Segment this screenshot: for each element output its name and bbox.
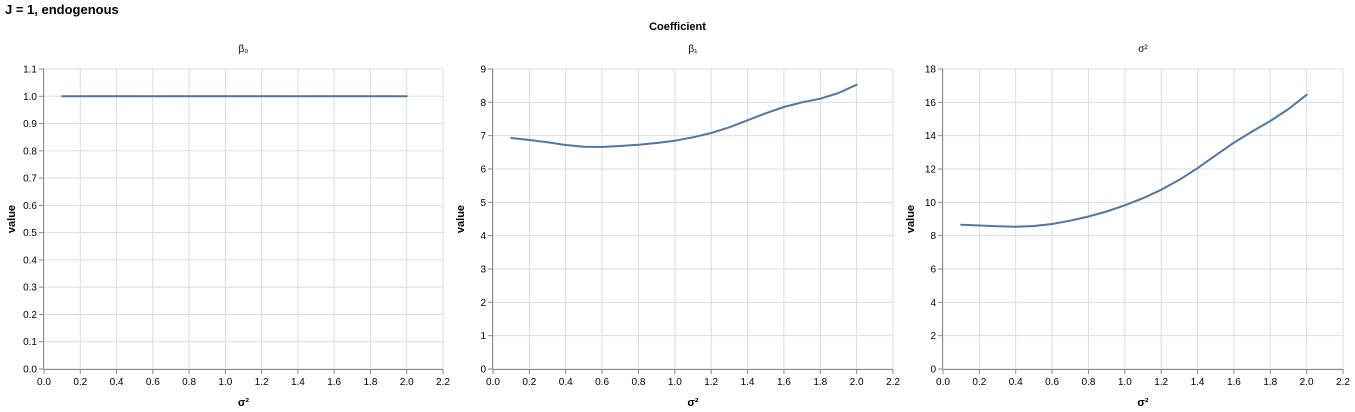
y-axis-title-2: value [905,205,917,233]
y-tick-label-2-7: 14 [925,131,937,142]
x-tick-label-1-0: 0.0 [486,377,500,388]
x-tick-label-2-0: 0.0 [936,377,950,388]
x-tick-label-0-4: 0.8 [182,377,196,388]
x-tick-label-0-10: 2.0 [400,377,414,388]
y-tick-label-0-3: 0.3 [23,283,37,294]
y-tick-label-1-2: 2 [480,298,486,309]
y-tick-label-1-4: 4 [480,231,486,242]
x-tick-label-0-1: 0.2 [73,377,87,388]
x-tick-label-2-11: 2.2 [1336,377,1350,388]
y-tick-label-1-7: 7 [480,131,486,142]
x-tick-label-2-7: 1.4 [1191,377,1205,388]
x-tick-label-0-5: 1.0 [218,377,232,388]
y-tick-label-0-6: 0.6 [23,201,37,212]
y-tick-label-0-1: 0.1 [23,337,37,348]
y-tick-label-2-3: 6 [930,265,936,276]
x-tick-label-0-8: 1.6 [327,377,341,388]
x-tick-label-1-2: 0.4 [559,377,573,388]
x-tick-label-0-2: 0.4 [110,377,124,388]
y-tick-label-1-6: 6 [480,165,486,176]
panel-title-1: β₁ [688,44,698,55]
y-tick-label-2-6: 12 [925,165,937,176]
y-tick-label-2-9: 18 [925,65,937,76]
x-tick-label-1-11: 2.2 [886,377,900,388]
x-axis-title-2: σ² [1137,397,1149,409]
y-tick-label-2-8: 16 [925,98,937,109]
y-tick-label-0-7: 0.7 [23,174,37,185]
y-tick-label-1-8: 8 [480,98,486,109]
x-tick-label-1-5: 1.0 [668,377,682,388]
y-axis-title-0: value [6,205,18,233]
x-tick-label-2-5: 1.0 [1118,377,1132,388]
x-tick-label-2-3: 0.6 [1045,377,1059,388]
y-tick-label-2-4: 8 [930,231,936,242]
y-tick-label-0-2: 0.2 [23,310,37,321]
x-tick-label-0-6: 1.2 [255,377,269,388]
x-tick-label-1-4: 0.8 [632,377,646,388]
x-tick-label-2-8: 1.6 [1227,377,1241,388]
y-tick-label-1-9: 9 [480,65,486,76]
panel-title-0: β₀ [239,44,249,55]
x-tick-label-1-8: 1.6 [777,377,791,388]
x-tick-label-2-6: 1.2 [1154,377,1168,388]
panel-title-2: σ² [1138,44,1148,55]
y-tick-label-0-11: 1.1 [23,65,37,76]
x-tick-label-1-9: 1.8 [813,377,827,388]
x-tick-label-0-7: 1.4 [291,377,305,388]
x-tick-label-1-6: 1.2 [704,377,718,388]
x-tick-label-1-7: 1.4 [741,377,755,388]
x-tick-label-0-3: 0.6 [146,377,160,388]
y-tick-label-1-0: 0 [480,365,486,376]
series-line-2-0 [960,93,1308,228]
y-tick-label-1-3: 3 [480,265,486,276]
x-tick-label-2-10: 2.0 [1300,377,1314,388]
x-tick-label-0-9: 1.8 [364,377,378,388]
facet-title: Coefficient [649,21,706,33]
x-axis-title-0: σ² [238,397,250,409]
series-line-1-0 [510,83,858,148]
page-title: J = 1, endogenous [5,2,119,17]
y-tick-label-0-0: 0.0 [23,365,37,376]
x-tick-label-2-4: 0.8 [1082,377,1096,388]
x-tick-label-0-0: 0.0 [37,377,51,388]
x-tick-label-1-3: 0.6 [595,377,609,388]
y-axis-title-1: value [455,205,467,233]
y-tick-label-0-9: 0.9 [23,119,37,130]
y-tick-label-2-2: 4 [930,298,936,309]
y-tick-label-0-10: 1.0 [23,92,37,103]
y-tick-label-2-0: 0 [930,365,936,376]
y-tick-label-0-8: 0.8 [23,146,37,157]
x-axis-title-1: σ² [687,397,699,409]
x-tick-label-1-10: 2.0 [850,377,864,388]
y-tick-label-1-1: 1 [480,331,486,342]
x-tick-label-2-9: 1.8 [1263,377,1277,388]
y-tick-label-0-4: 0.4 [23,255,37,266]
x-tick-label-1-1: 0.2 [522,377,536,388]
y-tick-label-2-1: 2 [930,331,936,342]
x-tick-label-2-2: 0.4 [1009,377,1023,388]
y-tick-label-0-5: 0.5 [23,228,37,239]
x-tick-label-0-11: 2.2 [436,377,450,388]
y-tick-label-1-5: 5 [480,198,486,209]
y-tick-label-2-5: 10 [925,198,937,209]
x-tick-label-2-1: 0.2 [972,377,986,388]
